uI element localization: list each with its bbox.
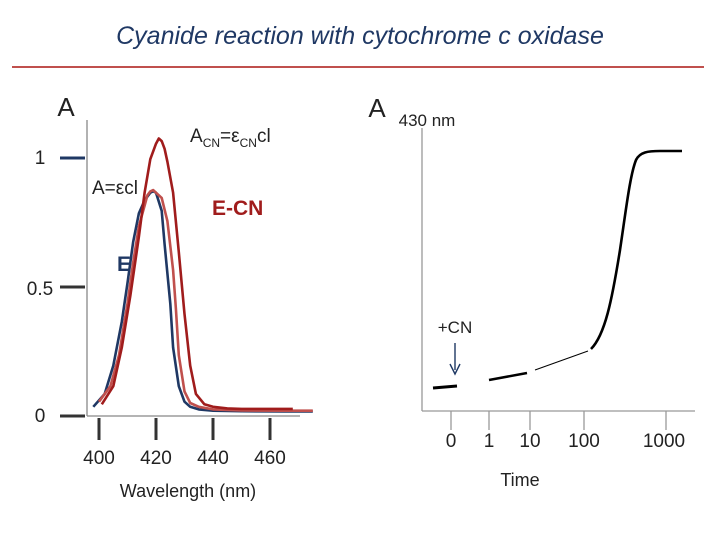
spectrum-chart: A 1 0.5 0 400 420 440 460 Wavelength (nm…: [27, 92, 313, 501]
kinetics-trace-segment-2: [488, 371, 528, 382]
x-tick-label-400: 400: [83, 448, 115, 469]
kinetics-chart: A 430 nm 0 1 10 100 1000 Time +CN: [368, 93, 695, 490]
kinetics-ylabel-sub: 430 nm: [399, 111, 456, 130]
kinetics-xlabel: Time: [500, 470, 539, 490]
cn-arrow-head: [449, 363, 461, 376]
page-title: Cyanide reaction with cytochrome c oxida…: [116, 22, 604, 50]
annotation-a-cn-base: A: [190, 126, 203, 147]
annotation-e-cn: E-CN: [212, 197, 263, 220]
annotation-e: E: [117, 253, 131, 276]
kinetics-tick-label-1: 1: [484, 431, 495, 452]
spectrum-ylabel: A: [57, 92, 75, 122]
annotation-a-eps-cl: A=εcl: [92, 178, 138, 199]
y-tick-label-0.5: 0.5: [27, 279, 53, 300]
y-tick-label-1: 1: [35, 148, 46, 169]
kinetics-trace-segment-1: [432, 384, 458, 390]
title-divider: [12, 66, 704, 68]
kinetics-tick-label-100: 100: [568, 431, 600, 452]
x-tick-label-440: 440: [197, 448, 229, 469]
kinetics-tick-label-0: 0: [446, 431, 457, 452]
annotation-a-cn: ACN=εCNcl: [190, 126, 271, 150]
annotation-a-cn-tail: cl: [257, 126, 271, 147]
kinetics-ylabel: A: [368, 93, 386, 123]
x-tick-label-460: 460: [254, 448, 286, 469]
x-tick-label-420: 420: [140, 448, 172, 469]
annotation-a-cn-sub: CN: [203, 136, 220, 150]
kinetics-tick-label-1000: 1000: [643, 431, 685, 452]
kinetics-series-group: [432, 149, 682, 390]
annotation-a-cn-mid: =ε: [220, 126, 240, 147]
spectrum-series-line-1: [92, 189, 313, 413]
kinetics-trace-segment-4: [590, 149, 682, 350]
spectrum-series-line-3: [100, 137, 293, 411]
annotation-a-cn-sub2: CN: [240, 136, 257, 150]
spectrum-series-group: [92, 137, 313, 413]
spectrum-series-line-2: [97, 188, 313, 412]
annotation-plus-cn: +CN: [438, 318, 472, 337]
y-tick-label-0: 0: [35, 406, 46, 427]
spectrum-xlabel: Wavelength (nm): [120, 481, 256, 501]
kinetics-tick-label-10: 10: [519, 431, 540, 452]
kinetics-trace-segment-3: [534, 350, 589, 371]
